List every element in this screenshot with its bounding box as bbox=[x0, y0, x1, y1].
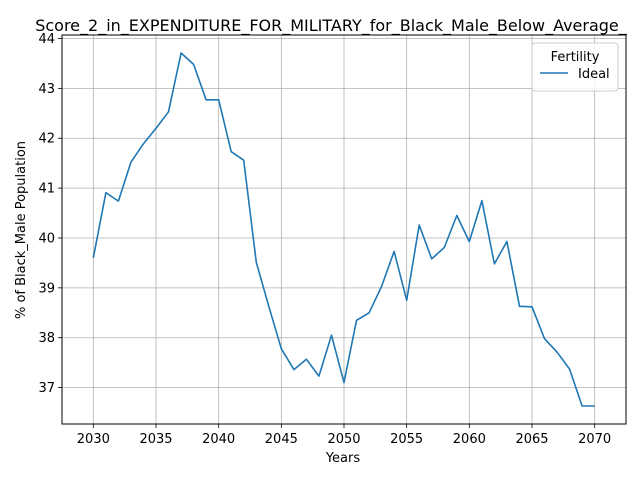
y-axis-ticks: 37 38 39 40 41 42 43 44 bbox=[38, 32, 62, 396]
legend: Fertility Ideal bbox=[531, 42, 619, 92]
y-tick-label: 40 bbox=[38, 231, 55, 246]
x-tick-label: 2055 bbox=[390, 432, 423, 447]
legend-box bbox=[531, 42, 619, 92]
plot-series bbox=[92, 52, 595, 407]
legend-entry: Ideal bbox=[578, 67, 610, 82]
y-tick-label: 44 bbox=[38, 32, 55, 47]
x-tick-label: 2045 bbox=[265, 432, 298, 447]
y-tick-label: 38 bbox=[38, 331, 55, 346]
x-axis-label: Years bbox=[325, 451, 361, 466]
y-tick-label: 39 bbox=[38, 281, 55, 296]
legend-title: Fertility bbox=[551, 50, 600, 65]
x-tick-label: 2040 bbox=[202, 432, 235, 447]
x-tick-label: 2070 bbox=[578, 432, 611, 447]
y-tick-label: 43 bbox=[38, 82, 55, 97]
x-axis-ticks: 2030 2035 2040 2045 2050 2055 2060 2065 2070 bbox=[77, 424, 611, 447]
x-tick-label: 2050 bbox=[327, 432, 360, 447]
y-tick-label: 41 bbox=[38, 182, 55, 197]
y-axis-label: % of Black_Male Population bbox=[14, 141, 29, 319]
chart-title: Score_2_in_EXPENDITURE_FOR_MILITARY_for_… bbox=[35, 16, 628, 36]
x-tick-label: 2030 bbox=[77, 432, 110, 447]
x-tick-label: 2060 bbox=[453, 432, 486, 447]
series-line-ideal bbox=[92, 52, 595, 407]
x-tick-label: 2065 bbox=[515, 432, 548, 447]
y-tick-label: 37 bbox=[38, 381, 55, 396]
y-tick-label: 42 bbox=[38, 132, 55, 147]
x-tick-label: 2035 bbox=[139, 432, 172, 447]
